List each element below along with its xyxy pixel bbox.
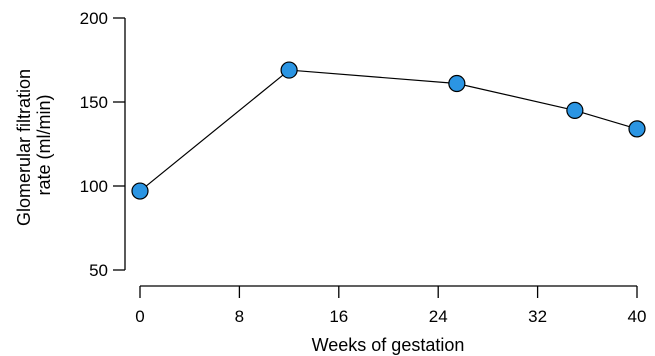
y-tick-label-200: 200 [80,9,108,28]
x-tick-label-0: 0 [135,307,144,326]
data-point-2 [448,74,466,93]
x-tick-label-16: 16 [329,307,348,326]
y-tick-label-150: 150 [80,93,108,112]
y-axis: 50 100 150 200 [80,9,126,280]
y-tick-label-100: 100 [80,177,108,196]
x-tick-label-8: 8 [235,307,244,326]
y-axis-title-line-1: Glomerular filtration [14,69,34,226]
data-point-3 [566,101,584,120]
x-axis-title: Weeks of gestation [312,335,465,355]
x-tick-label-24: 24 [429,307,448,326]
y-axis-title: Glomerular filtration rate (ml/min) [14,64,54,226]
x-tick-label-40: 40 [628,307,647,326]
data-point-0 [131,182,149,200]
y-tick-label-50: 50 [89,261,108,280]
plot-area [131,61,646,200]
series-line-0 [139,69,638,192]
x-tick-label-32: 32 [528,307,547,326]
y-axis-title-line-2: rate (ml/min) [34,94,54,195]
data-point-1 [280,61,298,79]
x-axis: 0 8 16 24 32 40 [135,285,647,326]
data-point-4 [628,120,646,138]
